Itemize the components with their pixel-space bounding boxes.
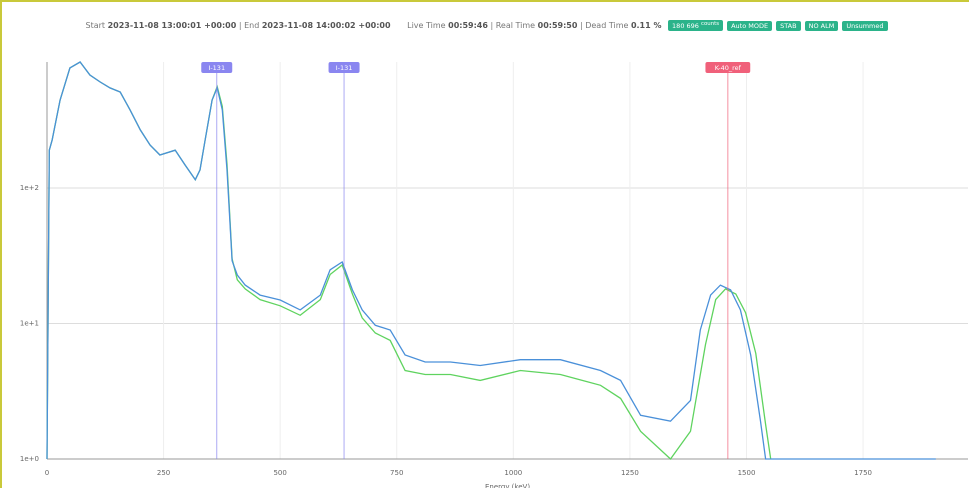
badge-text: Auto MODE	[731, 22, 769, 31]
info-value: 00:59:46	[448, 21, 488, 31]
info-value: 00:59:50	[537, 21, 578, 31]
info-value: 0.11 %	[630, 21, 662, 31]
marker-tag	[328, 62, 360, 73]
status-badge: Unsummed	[842, 21, 888, 32]
marker-tag	[201, 62, 233, 73]
info-label: Start	[85, 21, 106, 31]
x-tick-label: 1500	[738, 469, 756, 477]
info-label: | End	[238, 21, 260, 31]
info-label: | Real Time	[490, 21, 536, 31]
badge-unit: counts	[701, 21, 720, 27]
header: Start 2023-11-08 13:00:01 +00:00 | End 2…	[2, 20, 969, 32]
info-label: | Dead Time	[579, 21, 629, 31]
spectrum-line	[46, 61, 772, 460]
x-tick-label: 1250	[621, 469, 639, 477]
x-tick-label: 250	[157, 469, 170, 477]
info-label: Live Time	[407, 21, 446, 31]
status-badge: STAB	[776, 21, 801, 32]
marker-label: K-40_ref	[715, 64, 742, 72]
x-tick-label: 500	[273, 469, 286, 477]
marker-label: I-131	[336, 64, 353, 72]
x-tick-label: 1750	[854, 469, 872, 477]
spectrum-line	[46, 61, 936, 460]
marker-tag	[705, 62, 751, 73]
status-badge: Auto MODE	[727, 21, 773, 32]
badge-text: STAB	[780, 22, 797, 31]
y-tick-label: 1e+2	[20, 184, 39, 192]
x-axis-label: Energy (keV)	[485, 483, 530, 488]
marker-label: I-131	[208, 64, 225, 72]
status-badge: NO ALM	[804, 21, 839, 32]
badge-text: 180 696	[672, 22, 699, 31]
status-badge: 180 696 counts	[668, 20, 724, 32]
x-tick-label: 0	[45, 469, 49, 477]
badge-text: NO ALM	[808, 22, 835, 31]
x-tick-label: 750	[390, 469, 403, 477]
y-tick-label: 1e+1	[20, 319, 39, 327]
info-value: 2023-11-08 13:00:01 +00:00	[107, 21, 237, 31]
badge-text: Unsummed	[846, 22, 884, 31]
info-value: 2023-11-08 14:00:02 +00:00	[261, 21, 391, 31]
x-tick-label: 1000	[504, 469, 522, 477]
y-tick-label: 1e+0	[20, 455, 39, 463]
